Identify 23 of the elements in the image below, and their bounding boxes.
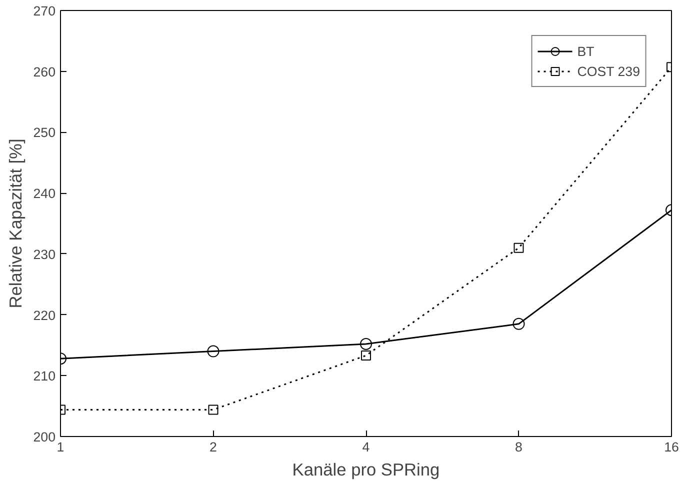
x-tick-label: 4 bbox=[362, 440, 370, 454]
point bbox=[208, 404, 218, 415]
y-tick-label: 240 bbox=[33, 186, 56, 202]
point bbox=[514, 242, 524, 253]
y-tick-label: 260 bbox=[33, 64, 56, 80]
x-tick-label: 2 bbox=[210, 440, 217, 454]
y-tick-label: 230 bbox=[33, 246, 56, 262]
point bbox=[207, 345, 220, 358]
y-tick-label: 220 bbox=[33, 308, 56, 323]
y-tick-label: 200 bbox=[33, 430, 56, 444]
point bbox=[360, 338, 372, 350]
point bbox=[361, 350, 371, 361]
legend-label: BT bbox=[577, 44, 596, 58]
x-tick-label: 16 bbox=[664, 440, 679, 454]
y-tick-label: 210 bbox=[33, 368, 56, 384]
y-axis-title: Relative Kapazität [%] bbox=[5, 138, 26, 308]
y-tick-label: 250 bbox=[33, 125, 56, 140]
legend-label: COST 239 bbox=[577, 64, 640, 78]
x-axis-title: Kanäle pro SPRing bbox=[292, 460, 440, 480]
point bbox=[512, 318, 525, 330]
y-tick-label: 270 bbox=[33, 4, 56, 18]
x-tick-label: 8 bbox=[515, 440, 522, 454]
x-tick-label: 1 bbox=[56, 440, 64, 454]
